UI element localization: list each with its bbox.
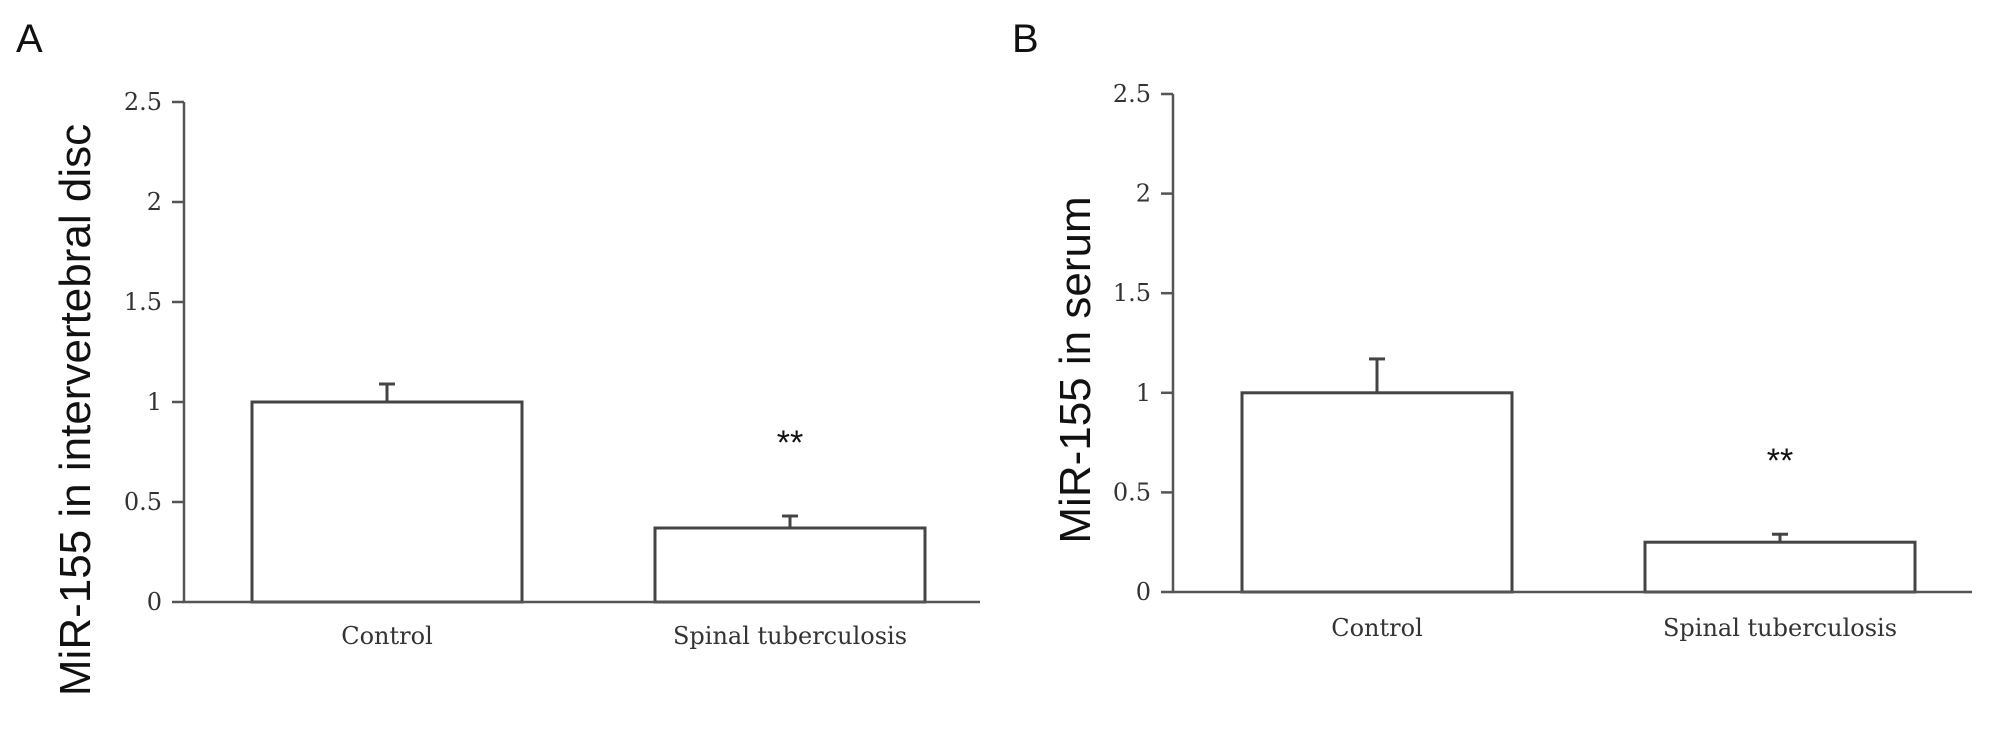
chart-panel-a: A MiR-155 in intervertebral disc 0 0.5 1 1.…: [16, 17, 980, 696]
y-axis-ticks: 0 0.5 1 1.5 2 2.5: [1113, 80, 1173, 606]
bars: [1240, 357, 1917, 594]
x-tick-label: Spinal tuberculosis: [673, 622, 907, 650]
x-tick-label: Spinal tuberculosis: [1663, 614, 1897, 642]
significance-marker: **: [1767, 442, 1793, 480]
y-tick-label: 2: [1136, 180, 1151, 208]
significance-annotations: **: [777, 424, 803, 462]
y-tick-label: 2.5: [124, 88, 162, 116]
bar: [653, 526, 927, 604]
axes: [182, 102, 980, 604]
y-tick-label: 0: [147, 588, 162, 616]
bar: [250, 400, 524, 604]
x-axis-categories: Control Spinal tuberculosis: [341, 622, 907, 650]
x-axis-categories: Control Spinal tuberculosis: [1331, 614, 1897, 642]
significance-annotations: **: [1767, 442, 1793, 480]
y-tick-label: 0.5: [1113, 478, 1151, 506]
y-tick-label: 0.5: [124, 488, 162, 516]
bar: [1643, 540, 1917, 594]
y-axis-ticks: 0 0.5 1 1.5 2 2.5: [124, 88, 184, 616]
axes: [1171, 94, 1972, 594]
panel-letter: A: [16, 17, 43, 61]
y-tick-label: 1: [1136, 379, 1151, 407]
x-tick-label: Control: [341, 622, 433, 650]
y-tick-label: 2: [147, 188, 162, 216]
y-axis-label: MiR-155 in intervertebral disc: [51, 124, 100, 696]
y-tick-label: 2.5: [1113, 80, 1151, 108]
bar: [1240, 391, 1514, 594]
panel-letter: B: [1012, 17, 1039, 61]
y-tick-label: 1.5: [124, 288, 162, 316]
x-tick-label: Control: [1331, 614, 1423, 642]
y-tick-label: 1: [147, 388, 162, 416]
y-tick-label: 1.5: [1113, 279, 1151, 307]
y-tick-label: 0: [1136, 578, 1151, 606]
y-axis-label: MiR-155 in serum: [1051, 196, 1100, 543]
significance-marker: **: [777, 424, 803, 462]
chart-panel-b: B MiR-155 in serum 0 0.5 1 1.5 2 2.5 Control S…: [1012, 17, 1972, 642]
bars: [250, 382, 927, 604]
